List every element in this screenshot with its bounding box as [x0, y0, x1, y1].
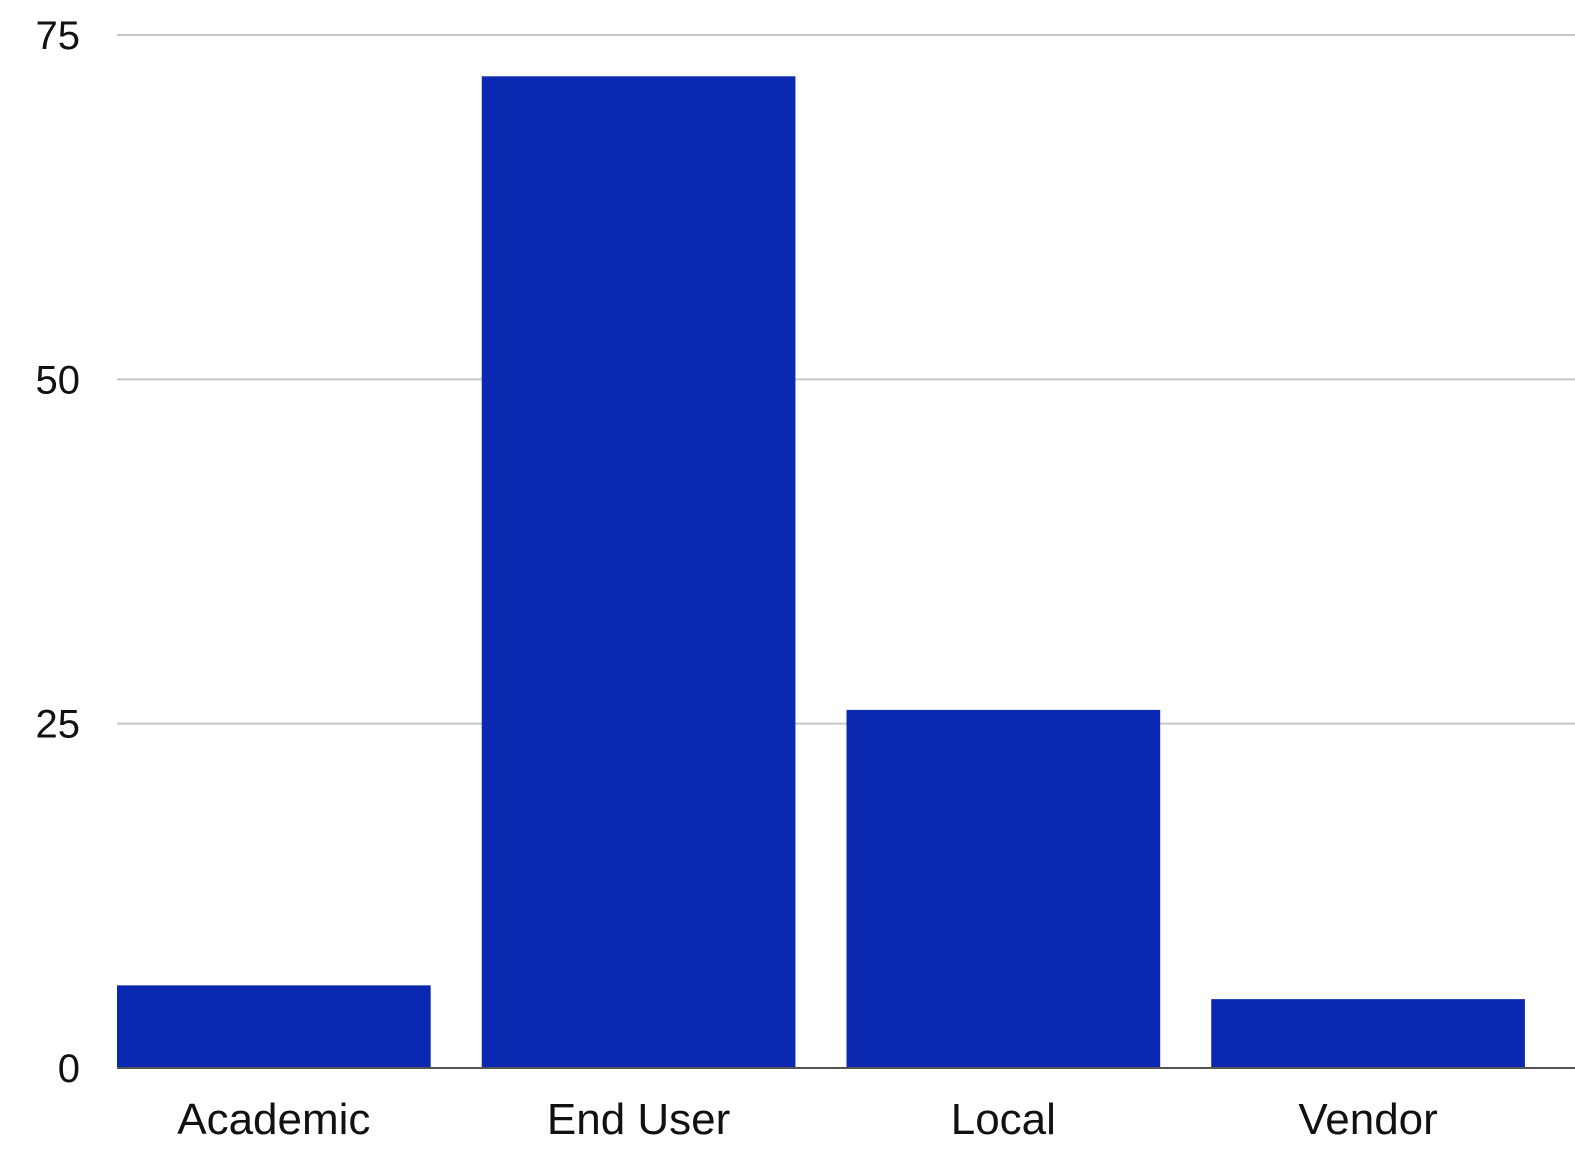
bar-academic: [117, 985, 431, 1068]
gridlines: [117, 34, 1575, 725]
x-tick-label: Local: [951, 1095, 1056, 1144]
y-tick-label: 50: [36, 358, 81, 402]
x-tick-label: Vendor: [1298, 1095, 1437, 1144]
y-axis-ticks: 0 25 50 75: [36, 14, 81, 1091]
y-tick-label: 0: [58, 1047, 80, 1091]
x-tick-label: End User: [547, 1095, 730, 1144]
y-tick-label: 75: [36, 14, 81, 58]
x-axis-ticks: Academic End User Local Vendor: [177, 1095, 1438, 1144]
bar-local: [846, 709, 1161, 1068]
bars: [117, 76, 1525, 1068]
y-tick-label: 25: [36, 703, 81, 747]
x-tick-label: Academic: [177, 1095, 370, 1144]
bar-vendor: [1211, 999, 1525, 1068]
bar-end-user: [481, 76, 796, 1068]
